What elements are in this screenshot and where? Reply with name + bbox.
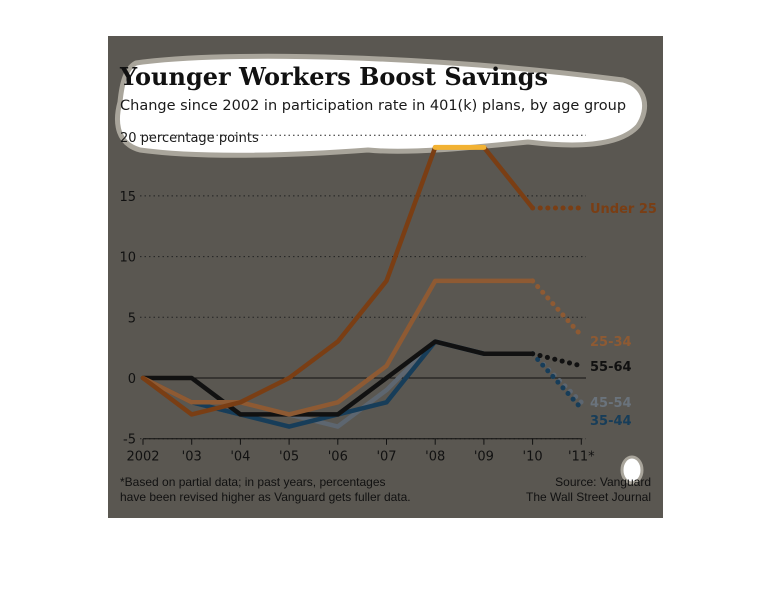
series-label-under-25: Under 25	[590, 202, 657, 217]
series-projection-55-64	[530, 351, 584, 369]
x-tick-label: '03	[182, 450, 202, 465]
y-tick-labels: -5 0 5 10 15	[119, 190, 136, 448]
x-axis: 2002 '03 '04 '05 '06 '07 '08 '09 '10 '11*	[126, 438, 595, 465]
y-axis-unit-label: 20 percentage points	[120, 131, 259, 146]
footnote-line-1: *Based on partial data; in past years, p…	[120, 475, 386, 489]
x-tick-label: 2002	[126, 450, 159, 465]
series-label-45-54: 45-54	[590, 396, 632, 411]
x-tick-label: '08	[425, 450, 445, 465]
chart-panel: Younger Workers Boost Savings Change sin…	[108, 36, 663, 518]
series-line-55-64	[140, 339, 535, 417]
chart-subtitle: Change since 2002 in participation rate …	[120, 98, 626, 114]
title-highlight-blob	[115, 53, 648, 158]
series-label-25-34: 25-34	[590, 335, 632, 350]
chart: Younger Workers Boost Savings Change sin…	[115, 53, 657, 504]
x-tick-label: '07	[376, 450, 396, 465]
series-line-25-34	[140, 278, 535, 417]
corner-highlight-blob	[620, 455, 644, 485]
y-tick-label: 0	[128, 372, 136, 387]
footnote-line-2: have been revised higher as Vanguard get…	[120, 490, 411, 504]
series-label-55-64: 55-64	[590, 360, 632, 375]
source-line-2: The Wall Street Journal	[526, 490, 651, 504]
x-tick-label: '05	[279, 450, 299, 465]
series-label-35-44: 35-44	[590, 414, 632, 429]
series-projection-25-34	[530, 278, 584, 339]
chart-title: Younger Workers Boost Savings	[119, 62, 548, 91]
x-tick-label: '11*	[568, 450, 595, 465]
x-tick-label: '06	[328, 450, 348, 465]
gridlines	[140, 134, 586, 440]
y-tick-label: -5	[123, 433, 136, 448]
series-lines	[140, 144, 584, 429]
x-tick-label: '04	[230, 450, 250, 465]
x-tick-label: '09	[474, 450, 494, 465]
y-tick-label: 10	[119, 251, 136, 266]
series-labels: Under 25 25-34 55-64 45-54 35-44	[590, 202, 657, 429]
x-tick-label: '10	[523, 450, 543, 465]
y-tick-label: 5	[128, 311, 136, 326]
source-line-1: Source: Vanguard	[555, 475, 651, 489]
series-projection-35-44	[530, 351, 584, 411]
y-tick-label: 15	[119, 190, 136, 205]
